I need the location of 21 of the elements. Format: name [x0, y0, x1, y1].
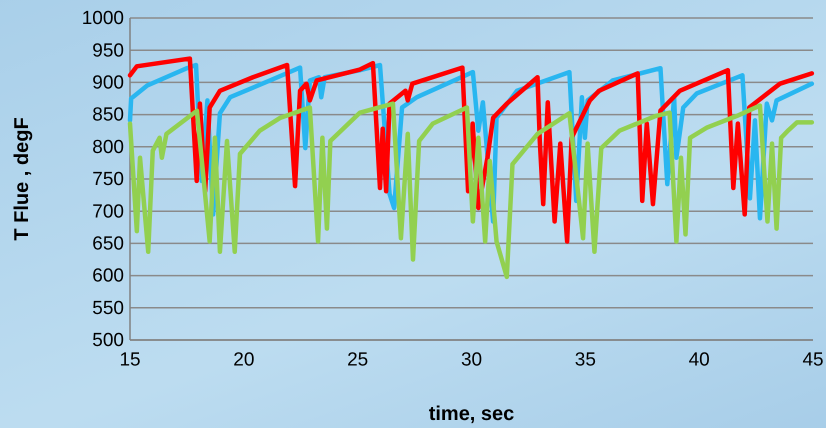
y-axis-title: T Flue , degF [11, 117, 33, 241]
y-tick-label: 800 [92, 136, 124, 158]
y-tick-label: 500 [92, 330, 124, 352]
y-tick-label: 750 [92, 169, 124, 190]
y-tick-label: 850 [92, 104, 124, 126]
y-tick-label: 650 [92, 233, 124, 254]
x-tick-label: 35 [574, 349, 596, 370]
y-tick-label: 950 [92, 40, 124, 62]
y-tick-label: 900 [92, 72, 124, 94]
y-tick-label: 600 [92, 266, 124, 287]
x-tick-label: 20 [233, 349, 254, 370]
x-axis-title: time, sec [428, 403, 514, 425]
y-tick-label: 700 [92, 201, 124, 222]
x-tick-label: 40 [688, 349, 710, 370]
y-tick-label: 550 [92, 298, 124, 319]
x-tick-label: 15 [119, 349, 141, 370]
x-tick-label: 25 [347, 349, 368, 370]
y-tick-label: 1000 [82, 8, 124, 30]
x-tick-label: 45 [802, 349, 824, 370]
x-tick-label: 30 [460, 349, 482, 370]
line-series [128, 101, 814, 280]
